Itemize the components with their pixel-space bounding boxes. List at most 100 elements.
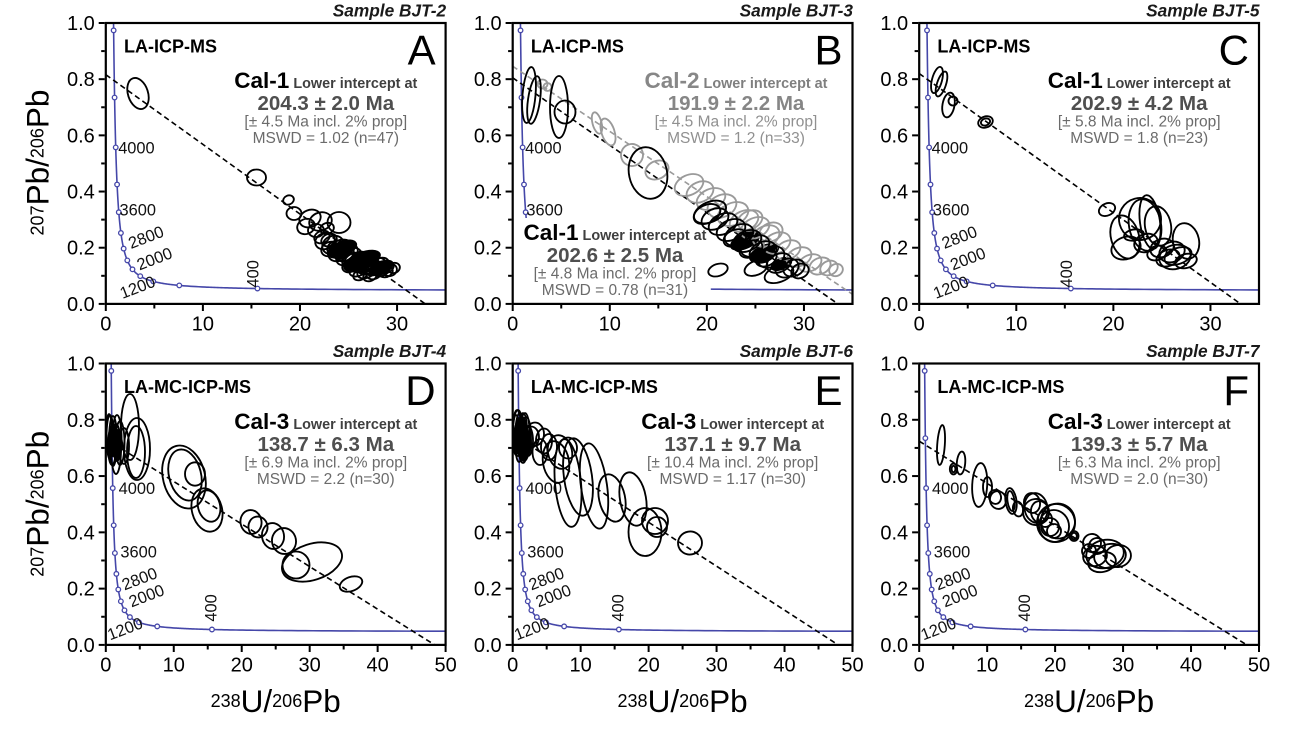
svg-text:40: 40 (1180, 654, 1202, 676)
svg-text:0.0: 0.0 (67, 294, 95, 316)
svg-text:Cal-3 Lower intercept at: Cal-3 Lower intercept at (234, 409, 417, 434)
svg-text:40: 40 (773, 654, 795, 676)
svg-text:50: 50 (841, 654, 863, 676)
svg-text:[± 4.8 Ma incl. 2% prop]: [± 4.8 Ma incl. 2% prop] (534, 266, 697, 283)
svg-text:Cal-1 Lower intercept at: Cal-1 Lower intercept at (1048, 68, 1231, 93)
svg-text:10: 10 (599, 313, 621, 335)
svg-text:4000: 4000 (932, 480, 968, 498)
svg-text:50: 50 (1248, 654, 1270, 676)
svg-text:Cal-3 Lower intercept at: Cal-3 Lower intercept at (1048, 409, 1231, 434)
svg-text:LA-ICP-MS: LA-ICP-MS (531, 37, 624, 57)
svg-text:1.0: 1.0 (474, 354, 502, 376)
svg-text:3600: 3600 (527, 544, 563, 562)
svg-text:138.7 ± 6.3 Ma: 138.7 ± 6.3 Ma (257, 433, 394, 456)
svg-text:400: 400 (245, 260, 263, 287)
svg-text:10: 10 (1005, 313, 1027, 335)
svg-text:0.4: 0.4 (67, 182, 95, 204)
svg-text:LA-MC-ICP-MS: LA-MC-ICP-MS (531, 377, 658, 397)
svg-text:1.0: 1.0 (880, 354, 908, 376)
svg-text:20: 20 (1044, 654, 1066, 676)
svg-text:0: 0 (100, 654, 111, 676)
svg-text:0.4: 0.4 (474, 522, 502, 544)
svg-text:0: 0 (507, 313, 518, 335)
svg-text:10: 10 (570, 654, 592, 676)
svg-text:0.2: 0.2 (474, 238, 502, 260)
svg-text:Cal-1 Lower intercept at: Cal-1 Lower intercept at (234, 68, 417, 93)
svg-text:202.6 ± 2.5 Ma: 202.6 ± 2.5 Ma (547, 244, 684, 267)
svg-text:0: 0 (100, 313, 111, 335)
svg-text:0.4: 0.4 (880, 522, 908, 544)
svg-text:4000: 4000 (526, 480, 562, 498)
svg-text:137.1 ± 9.7 Ma: 137.1 ± 9.7 Ma (664, 433, 801, 456)
svg-text:50: 50 (434, 654, 456, 676)
svg-text:[± 4.5 Ma incl. 2% prop]: [± 4.5 Ma incl. 2% prop] (655, 114, 818, 131)
svg-text:Cal-3 Lower intercept at: Cal-3 Lower intercept at (641, 409, 824, 434)
svg-text:C: C (1219, 27, 1249, 74)
svg-text:LA-ICP-MS: LA-ICP-MS (937, 37, 1030, 57)
svg-text:0.2: 0.2 (67, 579, 95, 601)
svg-text:0.8: 0.8 (67, 410, 95, 432)
svg-text:3600: 3600 (933, 202, 969, 220)
svg-text:0.4: 0.4 (474, 182, 502, 204)
svg-text:40: 40 (367, 654, 389, 676)
svg-text:20: 20 (637, 654, 659, 676)
svg-text:3600: 3600 (934, 544, 970, 562)
svg-text:0.4: 0.4 (880, 182, 908, 204)
svg-text:0.6: 0.6 (880, 125, 908, 147)
svg-text:0.0: 0.0 (880, 635, 908, 657)
svg-text:[± 6.3 Ma incl. 2% prop]: [± 6.3 Ma incl. 2% prop] (1058, 455, 1221, 472)
svg-text:20: 20 (289, 313, 311, 335)
svg-text:202.9 ± 4.2 Ma: 202.9 ± 4.2 Ma (1071, 92, 1208, 115)
svg-text:MSWD = 1.17 (n=30): MSWD = 1.17 (n=30) (659, 471, 805, 488)
svg-text:1.0: 1.0 (474, 13, 502, 35)
svg-text:30: 30 (1112, 654, 1134, 676)
svg-text:3600: 3600 (120, 202, 156, 220)
svg-text:10: 10 (976, 654, 998, 676)
svg-text:0.0: 0.0 (880, 294, 908, 316)
svg-text:0.2: 0.2 (67, 238, 95, 260)
svg-text:D: D (405, 367, 435, 414)
svg-text:400: 400 (1016, 594, 1034, 621)
svg-text:LA-MC-ICP-MS: LA-MC-ICP-MS (937, 377, 1064, 397)
svg-text:10: 10 (163, 654, 185, 676)
svg-text:Sample BJT-2: Sample BJT-2 (333, 1, 447, 21)
svg-text:0.2: 0.2 (880, 238, 908, 260)
svg-text:30: 30 (386, 313, 408, 335)
svg-text:MSWD = 0.78 (n=31): MSWD = 0.78 (n=31) (542, 282, 688, 299)
svg-text:0: 0 (914, 313, 925, 335)
svg-text:B: B (814, 27, 842, 74)
svg-text:Sample BJT-7: Sample BJT-7 (1146, 341, 1261, 361)
svg-text:MSWD = 1.2 (n=33): MSWD = 1.2 (n=33) (667, 130, 805, 147)
svg-text:0.6: 0.6 (474, 125, 502, 147)
svg-text:20: 20 (696, 313, 718, 335)
svg-text:F: F (1223, 367, 1249, 414)
svg-text:0.6: 0.6 (67, 466, 95, 488)
svg-text:[± 6.9 Ma incl. 2% prop]: [± 6.9 Ma incl. 2% prop] (244, 455, 407, 472)
svg-text:0.8: 0.8 (67, 69, 95, 91)
svg-text:400: 400 (203, 594, 221, 621)
svg-text:10: 10 (192, 313, 214, 335)
svg-text:20: 20 (1102, 313, 1124, 335)
svg-text:3600: 3600 (120, 544, 156, 562)
svg-text:4000: 4000 (119, 480, 155, 498)
svg-text:30: 30 (1199, 313, 1221, 335)
svg-text:0.6: 0.6 (67, 125, 95, 147)
svg-text:0.8: 0.8 (474, 69, 502, 91)
svg-text:30: 30 (299, 654, 321, 676)
svg-text:0.4: 0.4 (67, 522, 95, 544)
svg-text:0.8: 0.8 (880, 69, 908, 91)
svg-text:MSWD = 1.8 (n=23): MSWD = 1.8 (n=23) (1070, 130, 1208, 147)
svg-text:139.3 ± 5.7 Ma: 139.3 ± 5.7 Ma (1071, 433, 1208, 456)
svg-text:Sample BJT-4: Sample BJT-4 (333, 341, 447, 361)
svg-text:1.0: 1.0 (67, 354, 95, 376)
svg-text:MSWD = 2.2 (n=30): MSWD = 2.2 (n=30) (257, 471, 395, 488)
svg-text:Sample BJT-6: Sample BJT-6 (740, 341, 854, 361)
svg-text:0.2: 0.2 (474, 579, 502, 601)
svg-text:Cal-1 Lower intercept at: Cal-1 Lower intercept at (524, 220, 707, 245)
svg-text:A: A (408, 27, 436, 74)
svg-text:30: 30 (793, 313, 815, 335)
svg-text:0.0: 0.0 (67, 635, 95, 657)
svg-text:0: 0 (507, 654, 518, 676)
svg-text:1.0: 1.0 (67, 13, 95, 35)
svg-text:400: 400 (609, 594, 627, 621)
